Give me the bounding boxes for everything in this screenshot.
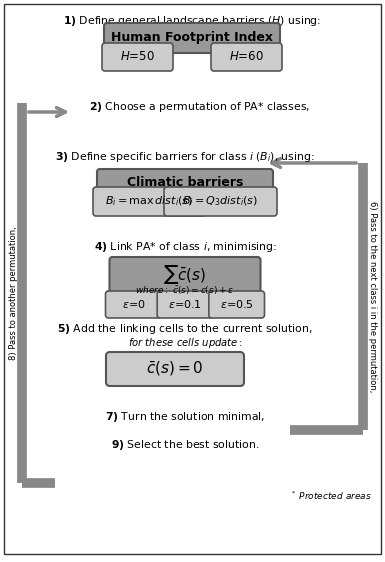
Text: $\mathbf{5)}$ Add the linking cells to the current solution,: $\mathbf{5)}$ Add the linking cells to t… — [57, 322, 313, 336]
Text: $\varepsilon$=0.5: $\varepsilon$=0.5 — [220, 298, 254, 310]
FancyBboxPatch shape — [109, 257, 261, 301]
Text: $\varepsilon$=0.1: $\varepsilon$=0.1 — [168, 298, 202, 310]
Text: $\mathit{H}$=50: $\mathit{H}$=50 — [120, 51, 155, 64]
Text: $\mathbf{2)}$ Choose a permutation of PA* classes,: $\mathbf{2)}$ Choose a permutation of PA… — [89, 100, 311, 114]
Text: $\mathbf{1)}$ Define general landscape barriers ($\mathit{H}$) using:: $\mathbf{1)}$ Define general landscape b… — [63, 14, 321, 28]
FancyBboxPatch shape — [209, 291, 264, 318]
Text: Human Footprint Index: Human Footprint Index — [111, 31, 273, 44]
Text: 8) Pass to another permutation,: 8) Pass to another permutation, — [10, 226, 18, 360]
Text: $\mathbf{3)}$ Define specific barriers for class $\mathit{i}$ $(\mathit{B_i})$, : $\mathbf{3)}$ Define specific barriers f… — [55, 150, 315, 164]
Text: $\mathbf{9)}$ Select the best solution.: $\mathbf{9)}$ Select the best solution. — [111, 438, 259, 452]
Text: $\mathit{where:}\ \bar{c}(s)=c(s)+\varepsilon$: $\mathit{where:}\ \bar{c}(s)=c(s)+\varep… — [136, 284, 234, 296]
Text: Climatic barriers: Climatic barriers — [127, 176, 243, 189]
Text: $B_i = \mathrm{max}\,\mathit{dist}_i(s)$: $B_i = \mathrm{max}\,\mathit{dist}_i(s)$ — [105, 194, 194, 209]
Text: 6) Pass to the next class i in the permutation,: 6) Pass to the next class i in the permu… — [368, 201, 377, 392]
FancyBboxPatch shape — [157, 291, 213, 318]
Text: $B_i = Q_3\mathit{dist}_i(s)$: $B_i = Q_3\mathit{dist}_i(s)$ — [182, 194, 259, 209]
Text: $\mathbf{7)}$ Turn the solution minimal,: $\mathbf{7)}$ Turn the solution minimal, — [105, 410, 265, 424]
Text: $\bar{c}(s) = 0$: $\bar{c}(s) = 0$ — [146, 360, 204, 378]
Text: $\mathbf{4)}$ Link PA* of class $\mathit{i}$, minimising:: $\mathbf{4)}$ Link PA* of class $\mathit… — [94, 240, 276, 254]
FancyBboxPatch shape — [93, 187, 206, 216]
FancyBboxPatch shape — [102, 43, 173, 71]
Text: $\mathit{H}$=60: $\mathit{H}$=60 — [229, 51, 264, 64]
Text: $^*$ Protected areas: $^*$ Protected areas — [290, 490, 372, 502]
FancyBboxPatch shape — [105, 291, 161, 318]
FancyBboxPatch shape — [106, 352, 244, 386]
FancyBboxPatch shape — [97, 169, 273, 197]
Text: $\mathit{for\ these\ cells\ update:}$: $\mathit{for\ these\ cells\ update:}$ — [127, 336, 243, 350]
FancyBboxPatch shape — [104, 23, 280, 53]
FancyBboxPatch shape — [164, 187, 277, 216]
Text: $\varepsilon$=0: $\varepsilon$=0 — [122, 298, 145, 310]
Text: $\sum\bar{c}(s)$: $\sum\bar{c}(s)$ — [163, 262, 207, 285]
FancyBboxPatch shape — [211, 43, 282, 71]
